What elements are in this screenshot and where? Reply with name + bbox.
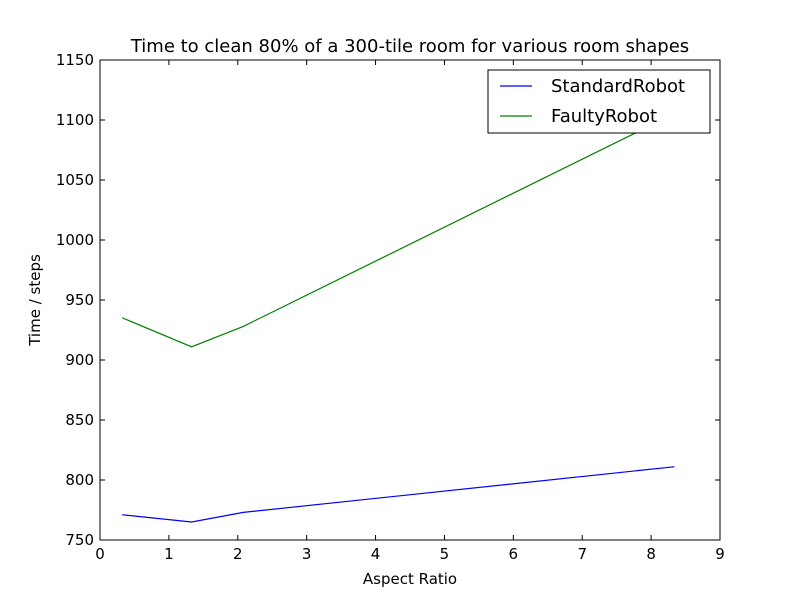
data-point-standardrobot bbox=[673, 466, 675, 468]
y-tick-label: 1150 bbox=[56, 51, 94, 69]
x-tick-label: 8 bbox=[646, 545, 656, 563]
y-tick-label: 800 bbox=[65, 471, 94, 489]
chart-title: Time to clean 80% of a 300-tile room for… bbox=[130, 36, 689, 57]
x-tick-label: 6 bbox=[509, 545, 519, 563]
x-tick-label: 9 bbox=[715, 545, 725, 563]
x-tick-label: 1 bbox=[164, 545, 174, 563]
plot-frame bbox=[99, 59, 721, 541]
data-point-standardrobot bbox=[191, 521, 193, 523]
legend-box bbox=[487, 69, 711, 134]
data-point-standardrobot bbox=[242, 511, 244, 513]
data-point-standardrobot bbox=[122, 514, 124, 516]
series-line-faultyrobot bbox=[122, 113, 675, 348]
series-line-standardrobot bbox=[122, 466, 674, 523]
y-axis-label: Time / steps bbox=[26, 254, 44, 347]
data-point-faultyrobot bbox=[191, 346, 193, 348]
plot-background bbox=[100, 60, 720, 540]
x-tick-label: 4 bbox=[371, 545, 381, 563]
x-tick-label: 0 bbox=[95, 545, 105, 563]
x-tick-label: 5 bbox=[440, 545, 450, 563]
data-point-faultyrobot bbox=[242, 325, 244, 327]
y-tick-label: 1000 bbox=[56, 231, 94, 249]
axis-ticks: 0 1 2 3 4 5 6 7 8 9 750 800 850 900 950 1000 1050 1100 115… bbox=[56, 51, 725, 563]
legend-label: StandardRobot bbox=[551, 76, 685, 97]
legend-label: FaultyRobot bbox=[551, 106, 657, 127]
y-tick-label: 950 bbox=[65, 291, 94, 309]
y-tick-label: 900 bbox=[65, 351, 94, 369]
x-axis-label: Aspect Ratio bbox=[363, 570, 457, 588]
x-tick-label: 3 bbox=[302, 545, 312, 563]
legend: StandardRobot FaultyRobot bbox=[487, 69, 711, 134]
data-point-faultyrobot bbox=[122, 317, 124, 319]
x-tick-label: 7 bbox=[577, 545, 587, 563]
y-tick-label: 850 bbox=[65, 411, 94, 429]
y-tick-label: 750 bbox=[65, 531, 94, 549]
y-tick-label: 1050 bbox=[56, 171, 94, 189]
x-tick-label: 2 bbox=[233, 545, 243, 563]
y-tick-label: 1100 bbox=[56, 111, 94, 129]
